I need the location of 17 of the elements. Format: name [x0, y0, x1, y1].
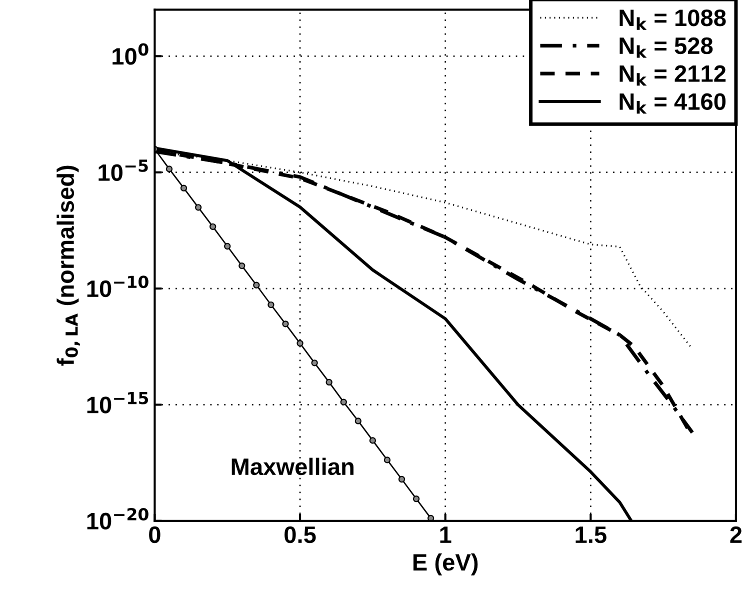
legend-label: N$_{k}$ = 1088 [620, 9, 726, 30]
legend-label: N$_{k}$ = 528 [620, 37, 713, 58]
x-tick-label: 2 [730, 526, 742, 543]
y-tick-label: 10$^{−15}$ [87, 392, 148, 414]
x-tick-label: 1 [440, 526, 452, 543]
annotation: Maxwellian [232, 458, 354, 476]
x-tick-label: 0.5 [284, 526, 316, 544]
x-tick-label: 1.5 [576, 526, 606, 544]
legend-label: N$_{k}$ = 2112 [620, 65, 726, 86]
x-tick-label: 0 [149, 526, 160, 544]
legend-label: N$_{k}$ = 4160 [620, 93, 726, 114]
x-axis-title: E (eV) [413, 553, 478, 576]
y-tick-label: 10$^{0}$ [112, 43, 148, 65]
y-tick-label: 10$^{−10}$ [87, 276, 148, 298]
y-tick-label: 10$^{−5}$ [98, 160, 148, 181]
y-tick-label: 10$^{−20}$ [87, 508, 148, 530]
y-axis-title: f$_{0,LA}$ (normalised) [56, 166, 80, 366]
